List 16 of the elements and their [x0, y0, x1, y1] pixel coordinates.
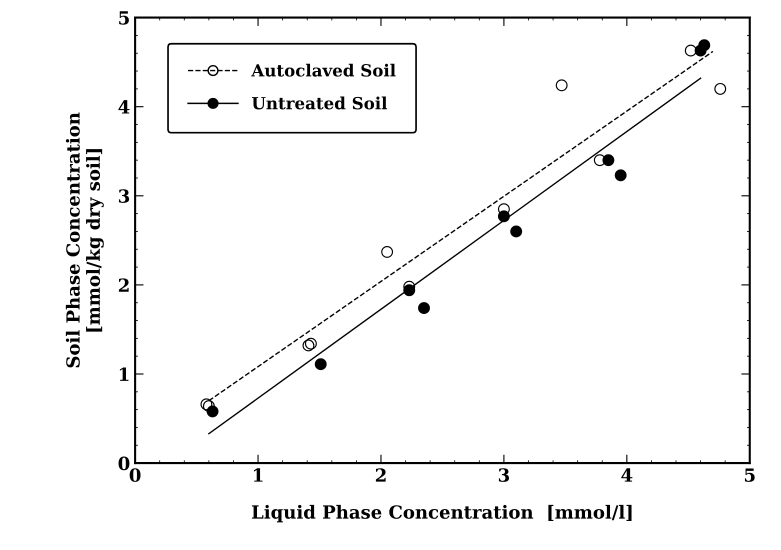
y-axis-title: Soil Phase Concentration [mmol/kg dry soil] [66, 112, 104, 368]
x-tick-label: 0 [130, 468, 141, 482]
x-axis-title: Liquid Phase Concentration [mmol/l] [252, 504, 632, 522]
x-tick-label: 2 [376, 468, 386, 482]
x-tick-label: 3 [498, 468, 510, 482]
legend-label: Autoclaved Soil [251, 64, 396, 77]
y-tick-label: 0 [118, 456, 130, 470]
y-tick-label: 4 [118, 100, 130, 114]
y-tick-label: 5 [119, 11, 129, 25]
x-tick-label: 1 [254, 468, 263, 482]
x-tick-label: 4 [621, 468, 632, 482]
x-tick-label: 5 [744, 468, 755, 482]
y-tick-label: 1 [120, 367, 128, 381]
y-tick-label: 2 [118, 278, 129, 292]
legend-label: Untreated Soil [252, 96, 388, 110]
y-tick-label: 3 [118, 189, 130, 203]
